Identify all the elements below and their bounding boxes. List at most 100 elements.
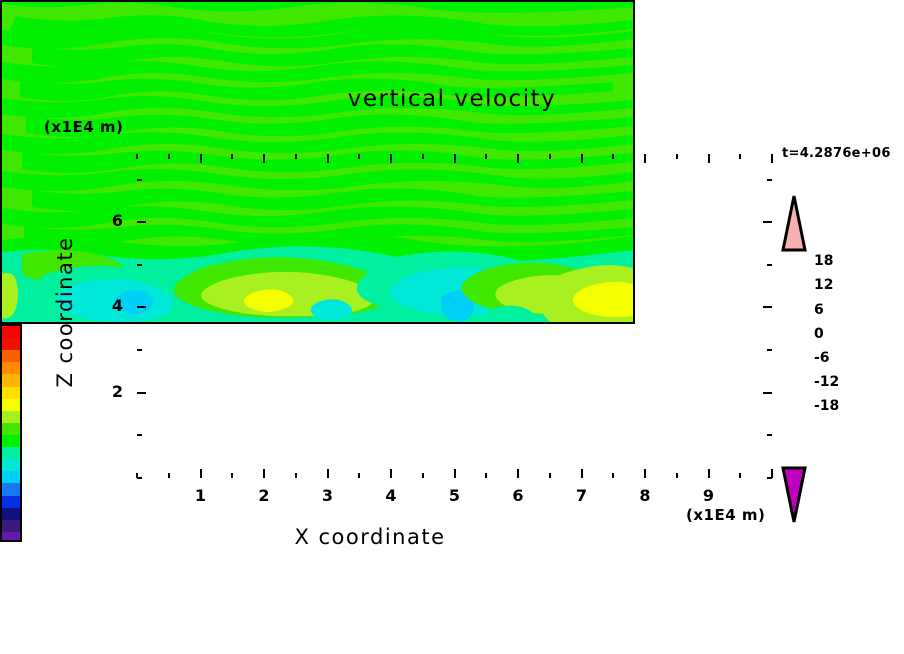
colorbar-band — [2, 422, 20, 435]
x-tick-major-top — [453, 154, 456, 163]
y-tick-minor — [137, 263, 142, 266]
colorbar-tick-label: -18 — [814, 398, 840, 415]
updraft-peak-edge — [572, 281, 633, 318]
x-tick-major-top — [199, 154, 202, 163]
colorbar-under-arrow — [781, 466, 807, 523]
y-tick-minor-right — [767, 434, 772, 437]
x-tick-label: 2 — [258, 486, 270, 505]
chart-title: vertical velocity — [347, 86, 557, 112]
contour-plot-area — [0, 0, 635, 324]
downdraft-peak-right — [441, 290, 475, 322]
x-tick-minor — [231, 473, 234, 478]
y-tick-label: 6 — [111, 211, 123, 231]
colorbar-band — [2, 507, 20, 520]
x-axis-unit-label: (x1E4 m) — [686, 506, 766, 524]
updraft-cell-west-edge — [2, 272, 18, 319]
x-tick-major — [644, 469, 646, 478]
colorbar-band — [2, 495, 20, 508]
y-tick-minor-right — [767, 349, 772, 352]
x-tick-minor — [136, 473, 138, 478]
y-tick-major — [137, 391, 146, 394]
x-tick-minor — [675, 473, 678, 478]
x-tick-major-top — [517, 154, 519, 163]
colorbar-band — [2, 434, 20, 448]
x-tick-label: 8 — [639, 486, 651, 505]
colorbar-tick-label: 12 — [814, 277, 834, 294]
x-tick-major-top — [707, 154, 710, 163]
x-tick-major — [707, 469, 710, 478]
colorbar-band — [2, 459, 20, 472]
x-tick-major — [390, 469, 392, 478]
x-tick-minor — [485, 473, 488, 478]
x-tick-major-top — [580, 154, 583, 163]
y-tick-major — [137, 306, 146, 309]
x-tick-minor-top — [231, 154, 234, 159]
x-tick-minor-top — [675, 154, 678, 159]
wave-striation-layer — [2, 2, 633, 246]
y-tick-major-right — [763, 306, 772, 309]
x-tick-minor-top — [485, 154, 488, 159]
colorbar-band — [2, 483, 20, 496]
x-tick-minor-top — [612, 154, 615, 159]
timestamp-annotation: t=4.2876e+06 — [782, 146, 891, 161]
x-tick-label: 4 — [385, 486, 397, 505]
x-tick-minor — [739, 473, 742, 478]
colorbar-band — [2, 338, 20, 351]
colorbar-tick-label: -6 — [814, 350, 830, 366]
x-tick-major — [326, 469, 329, 478]
colorbar-band — [2, 410, 20, 423]
x-tick-minor-top — [548, 154, 551, 159]
pocket-cyan-b — [484, 305, 536, 322]
y-tick-minor-right — [767, 477, 772, 479]
colorbar-band — [2, 350, 20, 363]
y-tick-minor — [137, 434, 142, 437]
x-tick-minor — [167, 473, 170, 478]
x-tick-minor-top — [421, 154, 424, 159]
y-tick-label: 2 — [111, 381, 123, 401]
x-tick-major — [771, 469, 773, 478]
x-tick-major — [517, 469, 519, 478]
colorbar-tick-label: 0 — [814, 325, 824, 342]
x-tick-label: 5 — [448, 486, 461, 505]
colorbar-band — [2, 519, 20, 532]
y-tick-minor — [137, 349, 142, 352]
x-tick-major-top — [644, 154, 646, 163]
y-axis-title: Z coordinate — [53, 236, 77, 388]
x-tick-major-top — [390, 154, 392, 163]
y-tick-major — [137, 221, 146, 224]
x-tick-major — [453, 469, 456, 478]
pocket-cyan-a — [310, 299, 353, 321]
colorbar — [0, 324, 22, 542]
x-tick-minor — [548, 473, 551, 478]
colorbar-tick-label: -12 — [814, 374, 840, 391]
x-axis-title: X coordinate — [294, 525, 446, 549]
colorbar-band — [2, 386, 20, 399]
colorbar-band — [2, 471, 20, 484]
y-tick-minor-right — [767, 263, 772, 266]
x-tick-label: 1 — [194, 486, 207, 505]
y-tick-major-right — [763, 391, 772, 394]
x-tick-major — [199, 469, 202, 478]
y-tick-major-right — [763, 221, 772, 224]
updraft-peak-center — [243, 289, 294, 312]
colorbar-band — [2, 326, 20, 339]
y-axis-unit-label: (x1E4 m) — [44, 118, 124, 136]
colorbar-band — [2, 362, 20, 375]
x-tick-major — [263, 469, 265, 478]
colorbar-tick-label: 6 — [814, 301, 824, 318]
colorbar-tick-label: 18 — [814, 253, 834, 270]
y-tick-minor — [137, 477, 142, 479]
x-tick-minor-top — [167, 154, 170, 159]
x-tick-minor — [421, 473, 424, 478]
x-tick-minor — [358, 473, 361, 478]
colorbar-band — [2, 374, 20, 387]
x-tick-major-top — [326, 154, 329, 163]
x-tick-minor-top — [136, 154, 138, 159]
x-tick-major-top — [771, 154, 773, 163]
x-tick-minor — [294, 473, 297, 478]
x-tick-label: 9 — [702, 486, 715, 505]
x-tick-major-top — [263, 154, 265, 163]
x-tick-label: 3 — [321, 486, 334, 505]
y-tick-minor — [137, 178, 142, 181]
x-tick-minor — [612, 473, 615, 478]
